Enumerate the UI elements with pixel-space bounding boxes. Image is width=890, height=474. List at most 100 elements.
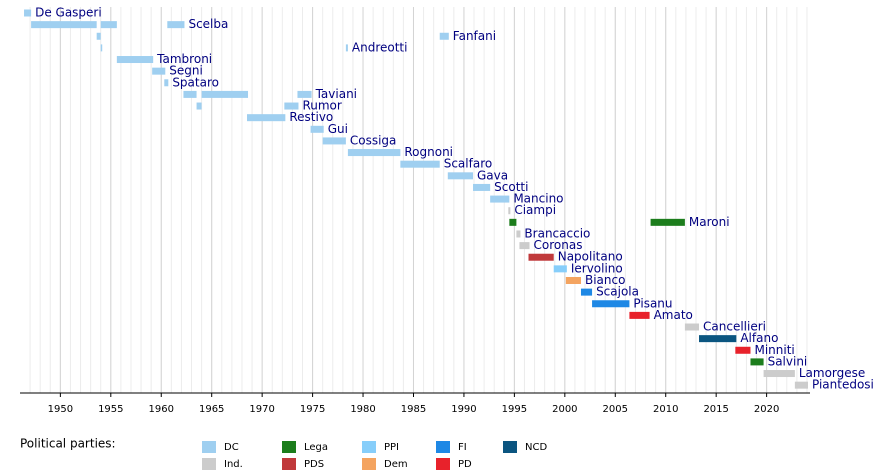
x-tick-label: 1985 xyxy=(401,404,426,415)
term-bar xyxy=(447,172,474,180)
minister-label: Fanfani xyxy=(453,29,496,43)
minister-label: Alfano xyxy=(740,331,778,345)
term-bar xyxy=(284,102,299,110)
legend-label: Lega xyxy=(304,442,328,453)
minister-label: Andreotti xyxy=(352,40,408,54)
x-tick-label: 2020 xyxy=(754,404,779,415)
minister-label: Ciampi xyxy=(514,203,556,217)
x-tick-label: 1965 xyxy=(199,404,224,415)
term-bar xyxy=(297,90,312,98)
legend-label: FI xyxy=(458,442,467,453)
minister-label: Iervolino xyxy=(571,261,623,275)
minister-label: Cancellieri xyxy=(703,320,766,334)
term-bar xyxy=(345,44,348,52)
legend-swatch xyxy=(202,458,216,470)
minister-label: Tambroni xyxy=(156,52,212,66)
term-bar xyxy=(473,183,491,191)
minister-label: Scotti xyxy=(494,180,528,194)
term-bar xyxy=(528,253,554,261)
legend-title: Political parties: xyxy=(20,437,116,451)
term-bar xyxy=(509,218,517,226)
term-bar xyxy=(508,207,511,215)
minister-label: Rognoni xyxy=(404,145,453,159)
term-bar xyxy=(183,90,197,98)
x-tick-label: 1995 xyxy=(502,404,527,415)
minister-label: Rumor xyxy=(302,99,341,113)
minister-label: Pisanu xyxy=(633,296,672,310)
minister-label: Cossiga xyxy=(350,133,397,147)
x-tick-label: 1990 xyxy=(451,404,476,415)
legend-label: PDS xyxy=(304,459,324,470)
term-bar xyxy=(100,21,117,29)
legend-label: PD xyxy=(458,459,472,470)
term-bar xyxy=(629,311,650,319)
minister-label: Brancaccio xyxy=(524,226,590,240)
legend-swatch xyxy=(282,441,296,453)
minister-label: Taviani xyxy=(315,87,357,101)
legend-swatch xyxy=(362,458,376,470)
x-tick-label: 1950 xyxy=(48,404,73,415)
minister-label: Scajola xyxy=(596,285,639,299)
minister-label: Gui xyxy=(328,122,348,136)
legend-swatch xyxy=(503,441,517,453)
legend-swatch xyxy=(362,441,376,453)
term-bar xyxy=(164,79,169,87)
term-bar xyxy=(96,32,101,40)
term-bar xyxy=(167,21,185,29)
term-bar xyxy=(100,44,103,52)
term-bar xyxy=(735,346,751,354)
term-bar xyxy=(699,335,737,343)
term-bar xyxy=(196,102,202,110)
term-bar xyxy=(684,323,700,331)
x-tick-label: 1975 xyxy=(300,404,325,415)
legend-swatch xyxy=(436,458,450,470)
minister-label: Piantedosi xyxy=(812,378,874,392)
legend-label: Dem xyxy=(384,459,408,470)
legend-swatch xyxy=(202,441,216,453)
term-bar xyxy=(439,32,449,40)
term-bar xyxy=(24,9,32,17)
minister-label: Mancino xyxy=(513,192,563,206)
minister-label: Minniti xyxy=(754,343,794,357)
term-bar xyxy=(565,276,581,284)
term-bar xyxy=(553,265,567,273)
legend-label: DC xyxy=(224,442,239,453)
x-tick-label: 2010 xyxy=(653,404,678,415)
legend-swatch xyxy=(436,441,450,453)
minister-label: De Gasperi xyxy=(35,6,102,20)
term-bar xyxy=(152,67,166,75)
term-bar xyxy=(750,358,764,366)
x-tick-label: 1955 xyxy=(98,404,123,415)
x-tick-label: 1980 xyxy=(350,404,375,415)
x-tick-label: 1970 xyxy=(249,404,274,415)
minister-label: Napolitano xyxy=(558,250,623,264)
minister-label: Maroni xyxy=(689,215,730,229)
term-bar xyxy=(580,288,593,296)
term-bar xyxy=(763,370,795,378)
legend-label: NCD xyxy=(525,442,547,453)
minister-label: Lamorgese xyxy=(799,366,865,380)
minister-label: Restivo xyxy=(289,110,333,124)
term-bar xyxy=(650,218,685,226)
term-bar xyxy=(201,90,249,98)
term-bar xyxy=(794,381,808,389)
term-bar xyxy=(400,160,440,168)
minister-label: Segni xyxy=(169,64,203,78)
minister-label: Bianco xyxy=(585,273,625,287)
legend-label: Ind. xyxy=(224,459,243,470)
minister-label: Salvini xyxy=(768,354,808,368)
term-bar xyxy=(347,149,401,157)
minister-label: Spataro xyxy=(172,75,219,89)
x-tick-label: 2000 xyxy=(552,404,577,415)
x-tick-label: 2005 xyxy=(603,404,628,415)
term-bar xyxy=(516,230,521,238)
minister-label: Amato xyxy=(654,308,693,322)
term-bar xyxy=(322,137,346,145)
term-bar xyxy=(247,114,286,122)
term-bar xyxy=(31,21,97,29)
legend-label: PPI xyxy=(384,442,399,453)
term-bar xyxy=(490,195,510,203)
minister-label: Gava xyxy=(477,168,508,182)
legend-swatch xyxy=(282,458,296,470)
